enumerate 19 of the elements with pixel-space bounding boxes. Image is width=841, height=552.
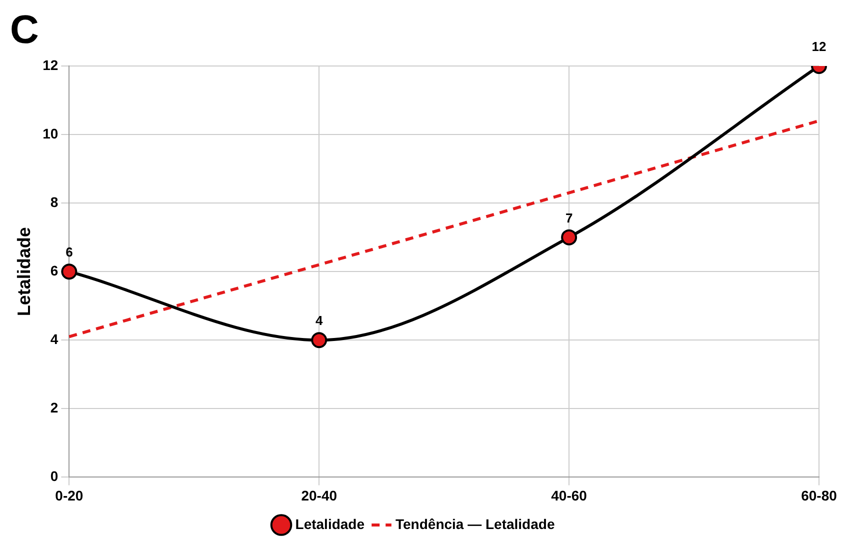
y-tick-label: 6 xyxy=(50,262,58,278)
y-tick-label: 2 xyxy=(50,400,58,416)
y-axis-title: Letalidade xyxy=(14,227,34,316)
legend-label: Tendência — Letalidade xyxy=(396,516,555,532)
y-tick-label: 12 xyxy=(42,56,58,73)
data-label: 12 xyxy=(812,39,826,54)
y-tick-label: 0 xyxy=(50,468,58,484)
x-tick-label: 20-40 xyxy=(301,487,338,504)
chart-title: C xyxy=(10,8,39,52)
x-tick-label: 0-20 xyxy=(55,487,84,504)
x-tick-label: 60-80 xyxy=(801,487,838,504)
x-tick-label: 40-60 xyxy=(551,487,588,504)
data-label: 6 xyxy=(66,244,73,260)
data-label: 7 xyxy=(565,210,573,226)
data-label: 4 xyxy=(316,313,324,328)
y-tick-label: 10 xyxy=(42,125,58,142)
y-tick-label: 8 xyxy=(50,194,58,210)
y-tick-label: 4 xyxy=(50,330,58,347)
legend-label: Letalidade xyxy=(295,516,365,532)
